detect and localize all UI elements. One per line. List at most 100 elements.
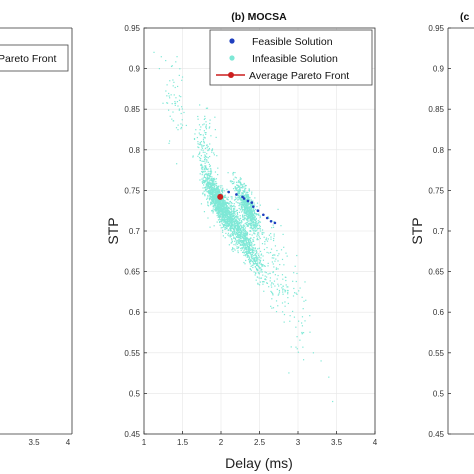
infeasible-point	[232, 215, 234, 218]
infeasible-point	[283, 246, 285, 248]
infeasible-point	[248, 188, 250, 190]
infeasible-point	[260, 277, 263, 279]
infeasible-point	[243, 242, 245, 244]
infeasible-point	[251, 193, 253, 195]
infeasible-point	[240, 240, 242, 243]
infeasible-point	[241, 201, 243, 204]
infeasible-point	[207, 174, 209, 176]
infeasible-point	[268, 286, 270, 288]
infeasible-point	[212, 190, 214, 192]
infeasible-point	[239, 198, 241, 201]
infeasible-point	[203, 158, 206, 161]
infeasible-point	[209, 192, 211, 194]
infeasible-point	[238, 181, 240, 183]
infeasible-point	[178, 99, 181, 101]
infeasible-point	[244, 223, 246, 225]
infeasible-point	[226, 201, 228, 204]
infeasible-point	[216, 214, 218, 217]
infeasible-point	[257, 265, 259, 267]
infeasible-point	[312, 352, 314, 354]
infeasible-point	[245, 250, 247, 253]
infeasible-point	[254, 233, 256, 235]
infeasible-point	[255, 258, 257, 260]
infeasible-point	[246, 237, 248, 240]
infeasible-point	[231, 232, 234, 234]
infeasible-point	[205, 128, 208, 130]
infeasible-point	[244, 217, 246, 219]
infeasible-point	[212, 181, 214, 183]
infeasible-point	[252, 217, 254, 219]
infeasible-point	[256, 205, 258, 208]
infeasible-point	[249, 217, 252, 219]
infeasible-point	[203, 190, 205, 192]
infeasible-point	[255, 230, 257, 232]
infeasible-point	[236, 231, 238, 233]
infeasible-point	[153, 51, 155, 53]
infeasible-point	[246, 194, 248, 196]
infeasible-point	[217, 209, 220, 211]
infeasible-point	[275, 258, 277, 260]
infeasible-point	[224, 212, 226, 214]
infeasible-point	[235, 242, 237, 244]
infeasible-point	[252, 204, 254, 206]
infeasible-point	[207, 195, 209, 197]
infeasible-point	[243, 252, 245, 254]
infeasible-point	[233, 199, 236, 201]
infeasible-point	[225, 201, 227, 204]
infeasible-point	[231, 205, 233, 208]
infeasible-point	[236, 212, 239, 214]
infeasible-point	[243, 233, 246, 235]
infeasible-point	[214, 171, 217, 173]
infeasible-point	[251, 223, 253, 225]
infeasible-point	[245, 192, 247, 194]
infeasible-point	[207, 201, 209, 203]
infeasible-point	[228, 212, 230, 215]
infeasible-point	[246, 221, 248, 224]
infeasible-point	[249, 203, 251, 205]
infeasible-point	[234, 230, 236, 232]
infeasible-point	[242, 186, 244, 188]
infeasible-point	[177, 105, 179, 107]
infeasible-point	[212, 210, 215, 212]
infeasible-point	[263, 248, 266, 251]
infeasible-point	[226, 205, 229, 207]
infeasible-point	[239, 241, 241, 243]
infeasible-point	[213, 189, 215, 192]
infeasible-point	[227, 220, 229, 222]
infeasible-point	[217, 211, 219, 213]
infeasible-point	[274, 285, 276, 287]
infeasible-point	[260, 263, 262, 266]
infeasible-point	[248, 207, 250, 209]
infeasible-point	[262, 264, 264, 266]
infeasible-point	[172, 120, 174, 122]
infeasible-point	[240, 232, 243, 234]
infeasible-point	[283, 264, 285, 266]
infeasible-point	[222, 198, 225, 201]
infeasible-point	[217, 206, 219, 208]
infeasible-point	[211, 188, 213, 190]
infeasible-point	[234, 206, 236, 208]
infeasible-point	[219, 201, 221, 203]
infeasible-point	[222, 197, 224, 199]
infeasible-point	[249, 204, 251, 206]
infeasible-point	[249, 211, 251, 213]
infeasible-point	[239, 195, 241, 197]
infeasible-point	[261, 269, 263, 271]
infeasible-point	[267, 262, 269, 264]
infeasible-point	[233, 237, 235, 240]
infeasible-point	[234, 223, 236, 225]
infeasible-point	[253, 217, 255, 219]
infeasible-point	[208, 174, 210, 177]
infeasible-point	[252, 228, 254, 230]
infeasible-point	[232, 210, 234, 212]
infeasible-point	[235, 241, 238, 243]
infeasible-point	[251, 214, 253, 217]
y-tick-label: 0.9	[129, 65, 141, 74]
infeasible-point	[220, 207, 223, 209]
infeasible-point	[244, 244, 246, 246]
feasible-point	[252, 205, 255, 208]
infeasible-point	[215, 187, 217, 189]
infeasible-point	[246, 250, 248, 252]
infeasible-point	[222, 210, 224, 212]
infeasible-point	[193, 137, 196, 140]
